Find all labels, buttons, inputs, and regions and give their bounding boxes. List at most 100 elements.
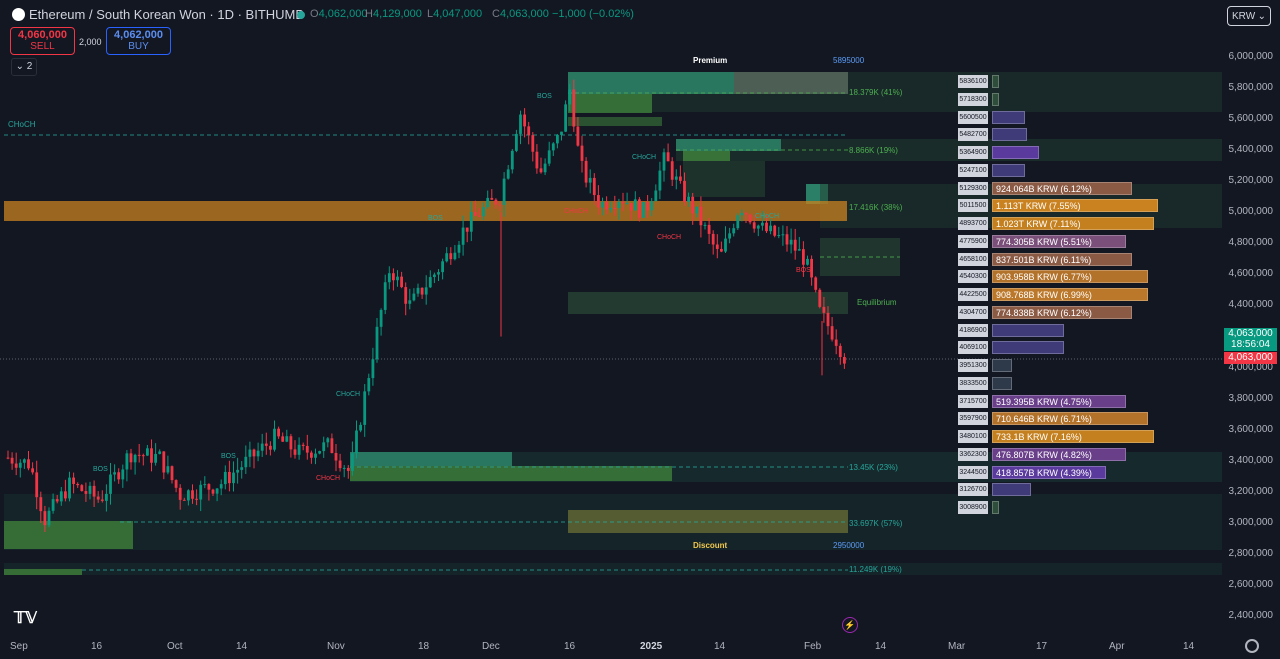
candle-body bbox=[264, 443, 268, 446]
indicators-collapse-button[interactable]: ⌄ 2 bbox=[11, 58, 37, 76]
candle-body bbox=[556, 134, 559, 144]
candle-body bbox=[133, 454, 137, 463]
candle-body bbox=[625, 203, 629, 205]
currency-selector[interactable]: KRW ⌄ bbox=[1227, 6, 1271, 26]
smc-structure-label: CHoCH bbox=[755, 213, 780, 220]
demand-zone-right bbox=[820, 238, 900, 276]
candle-body bbox=[592, 177, 596, 196]
price-axis-label: 3,200,000 bbox=[1228, 485, 1274, 497]
candle-body bbox=[691, 196, 695, 214]
candle-body bbox=[228, 471, 231, 484]
candle-body bbox=[84, 491, 88, 494]
candle-body bbox=[375, 326, 379, 360]
volume-profile-price: 4422500 bbox=[958, 288, 988, 301]
volume-profile-price: 3951300 bbox=[958, 359, 988, 372]
bar-countdown: 18:56:04 bbox=[1231, 339, 1270, 350]
premium-zone-fill bbox=[568, 72, 734, 94]
candle-body bbox=[777, 234, 781, 236]
candle-body bbox=[351, 453, 354, 471]
volume-profile-bar bbox=[992, 92, 999, 106]
symbol-title[interactable]: Ethereum / South Korean Won · 1D · BITHU… bbox=[29, 7, 305, 22]
candle-body bbox=[76, 483, 80, 486]
candle-body bbox=[810, 258, 813, 278]
candle-body bbox=[80, 485, 84, 492]
tradingview-logo[interactable]: 𝕋𝕍 bbox=[14, 610, 37, 627]
candle-body bbox=[219, 484, 223, 489]
sell-price: 4,060,000 bbox=[18, 29, 67, 41]
ohlc-open: O4,062,000 bbox=[310, 8, 368, 20]
smc-structure-label: CHoCH bbox=[657, 234, 682, 241]
candle-body bbox=[416, 287, 420, 294]
price-axis-label: 5,600,000 bbox=[1228, 113, 1274, 125]
volume-profile-price: 5482700 bbox=[958, 128, 988, 142]
volume-profile-bar: 924.064B KRW (6.12%) bbox=[992, 181, 1132, 195]
candle-body bbox=[744, 212, 748, 215]
candle-body bbox=[781, 234, 785, 236]
volume-profile-bar: 710.646B KRW (6.71%) bbox=[992, 412, 1148, 426]
candle-body bbox=[765, 222, 768, 232]
candle-body bbox=[170, 466, 174, 481]
candle-body bbox=[31, 468, 34, 473]
candle-body bbox=[14, 463, 18, 468]
buy-button[interactable]: 4,062,000 BUY bbox=[106, 27, 171, 55]
volume-profile-bar: 903.958B KRW (6.77%) bbox=[992, 270, 1148, 284]
sell-button[interactable]: 4,060,000 SELL bbox=[10, 27, 75, 55]
buy-label: BUY bbox=[128, 41, 149, 52]
price-axis[interactable]: 6,000,000 5,800,000 5,600,000 5,400,000 5,20… bbox=[1222, 0, 1280, 635]
candle-body bbox=[322, 442, 326, 452]
smc-structure-label: BOS bbox=[221, 453, 236, 460]
candle-body bbox=[748, 214, 752, 223]
candle-body bbox=[195, 498, 198, 500]
chart-header: Ethereum / South Korean Won · 1D · BITHU… bbox=[0, 0, 1222, 30]
candle-body bbox=[326, 438, 330, 443]
discount-green bbox=[350, 466, 672, 481]
candle-body bbox=[35, 472, 39, 498]
candle-body bbox=[269, 445, 272, 450]
candle-body bbox=[400, 276, 403, 288]
volume-profile-bar: 908.768B KRW (6.99%) bbox=[992, 288, 1148, 301]
candle-body bbox=[707, 224, 711, 234]
candle-body bbox=[342, 467, 346, 469]
price-axis-label: 3,600,000 bbox=[1228, 423, 1274, 435]
candle-body bbox=[420, 287, 424, 295]
volume-profile-bar bbox=[992, 110, 1025, 124]
time-axis-label: 2025 bbox=[640, 641, 663, 652]
smc-structure-label: BOS bbox=[428, 215, 443, 222]
time-axis-label: 14 bbox=[1183, 641, 1195, 652]
volume-profile-price: 3126700 bbox=[958, 483, 988, 497]
ohlc-high: H4,129,000 bbox=[365, 8, 422, 20]
volume-profile-price: 5836100 bbox=[958, 75, 988, 88]
candle-body bbox=[818, 289, 822, 307]
smc-structure-label: CHoCH bbox=[336, 391, 361, 398]
time-axis[interactable]: Sep 16 Oct 14 Nov 18 Dec 16 2025 14 Feb 14 Mar 17 Apr 1… bbox=[0, 635, 1222, 659]
price-axis-label: 4,800,000 bbox=[1228, 237, 1274, 249]
smc-structure-label: CHoCH bbox=[632, 154, 657, 161]
candle-body bbox=[728, 233, 731, 239]
volume-profile-bar: 476.807B KRW (4.82%) bbox=[992, 447, 1126, 461]
candle-body bbox=[404, 287, 408, 304]
candle-body bbox=[588, 177, 592, 183]
candle-body bbox=[793, 239, 797, 251]
lightning-icon[interactable]: ⚡ bbox=[842, 617, 858, 633]
volume-profile-price: 4775900 bbox=[958, 234, 988, 248]
currency-label: KRW bbox=[1232, 11, 1256, 22]
candle-body bbox=[519, 114, 522, 134]
candle-body bbox=[379, 309, 383, 327]
price-axis-label: 3,400,000 bbox=[1228, 454, 1274, 466]
spread-value: 2,000 bbox=[79, 37, 102, 47]
candle-body bbox=[761, 222, 764, 226]
candle-body bbox=[338, 460, 342, 469]
market-status-icon[interactable] bbox=[297, 11, 305, 19]
gear-icon[interactable] bbox=[1245, 639, 1259, 653]
candle-body bbox=[355, 430, 358, 454]
ohlc-low: L4,047,000 bbox=[427, 8, 483, 20]
zone-volume-4: 13.45K (23%) bbox=[849, 463, 898, 472]
candle-body bbox=[236, 469, 239, 473]
candle-body bbox=[121, 469, 125, 480]
candle-body bbox=[494, 199, 498, 205]
candle-body bbox=[490, 197, 494, 200]
choch-left-label: CHoCH bbox=[8, 120, 36, 129]
candle-body bbox=[314, 453, 317, 458]
last-price: 4,063,000 bbox=[1228, 328, 1273, 339]
candle-body bbox=[687, 196, 690, 203]
